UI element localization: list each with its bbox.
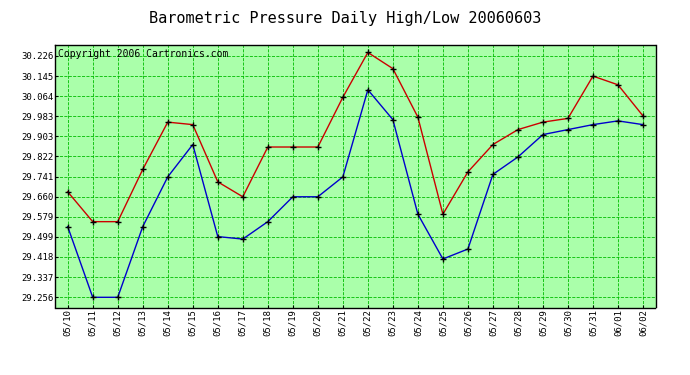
Text: Barometric Pressure Daily High/Low 20060603: Barometric Pressure Daily High/Low 20060… xyxy=(149,11,541,26)
Text: Copyright 2006 Cartronics.com: Copyright 2006 Cartronics.com xyxy=(58,49,228,59)
